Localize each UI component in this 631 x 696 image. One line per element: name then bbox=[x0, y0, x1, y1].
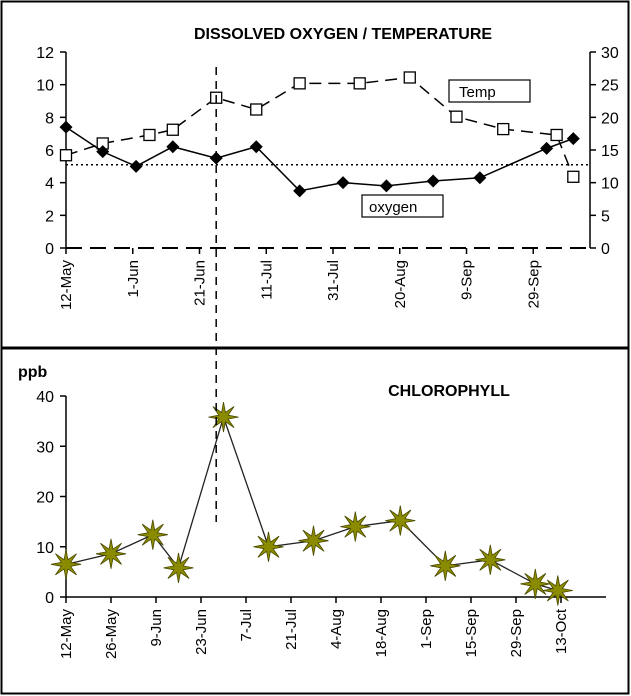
legend-oxygen-label: oxygen bbox=[369, 199, 417, 216]
oxygen-point bbox=[59, 120, 73, 134]
bottom-x-tick-label: 7-Jul bbox=[238, 609, 255, 642]
top-x-tick-label: 9-Sep bbox=[459, 260, 476, 300]
bottom-y-tick-label: 30 bbox=[36, 439, 54, 456]
temp-point bbox=[450, 110, 463, 123]
bottom-y-unit-label: ppb bbox=[18, 364, 48, 381]
oxygen-point bbox=[249, 140, 263, 154]
temp-point bbox=[293, 77, 306, 90]
top-right-tick-label: 10 bbox=[601, 176, 619, 193]
top-x-tick-label: 11-Jul bbox=[258, 260, 275, 300]
top-right-tick-label: 30 bbox=[601, 45, 619, 62]
top-chart-title: DISSOLVED OXYGEN / TEMPERATURE bbox=[194, 26, 492, 43]
oxygen-point bbox=[129, 159, 143, 173]
temp-point bbox=[403, 71, 416, 84]
oxygen-point bbox=[379, 179, 393, 193]
top-right-tick-label: 0 bbox=[601, 241, 610, 258]
chlorophyll-point bbox=[163, 552, 194, 583]
bottom-y-tick-label: 10 bbox=[36, 540, 54, 557]
bottom-x-tick-label: 29-Sep bbox=[508, 609, 525, 657]
bottom-y-tick-label: 20 bbox=[36, 490, 54, 507]
bottom-x-tick-label: 21-Jul bbox=[283, 609, 300, 650]
oxygen-point bbox=[473, 171, 487, 185]
temp-point bbox=[567, 170, 580, 183]
top-x-tick-label: 1-Jun bbox=[125, 260, 142, 298]
legend-oxygen-box bbox=[361, 194, 444, 218]
temp-point bbox=[550, 128, 563, 142]
chlorophyll-point bbox=[385, 505, 416, 536]
top-x-tick-label: 21-Jun bbox=[192, 260, 209, 306]
top-right-tick-label: 20 bbox=[601, 110, 619, 127]
chlorophyll-point bbox=[208, 402, 239, 433]
oxygen-point bbox=[96, 145, 110, 159]
top-left-tick-label: 12 bbox=[36, 45, 54, 62]
chlorophyll-point bbox=[475, 544, 506, 575]
top-left-tick-label: 10 bbox=[36, 78, 54, 95]
bottom-x-tick-label: 26-May bbox=[103, 609, 120, 660]
bottom-x-tick-label: 15-Sep bbox=[463, 609, 480, 657]
top-right-tick-label: 5 bbox=[601, 208, 610, 225]
top-x-tick-label: 29-Sep bbox=[525, 260, 542, 308]
bottom-x-tick-label: 13-Oct bbox=[553, 608, 570, 654]
chlorophyll-point bbox=[50, 549, 82, 580]
top-left-tick-label: 2 bbox=[45, 208, 54, 225]
bottom-x-tick-label: 4-Aug bbox=[328, 609, 345, 649]
top-x-tick-label: 31-Jul bbox=[325, 260, 342, 301]
legend-temp-label: Temp bbox=[459, 84, 496, 101]
temp-point bbox=[166, 123, 179, 136]
bottom-chart-title: CHLOROPHYLL bbox=[388, 383, 510, 400]
bottom-panel-frame bbox=[0, 347, 630, 695]
temp-point bbox=[143, 128, 156, 142]
top-left-tick-label: 6 bbox=[45, 143, 54, 160]
oxygen-point bbox=[426, 174, 440, 188]
temp-point bbox=[59, 149, 73, 162]
top-x-tick-label: 12-May bbox=[58, 260, 75, 311]
top-chart: 0 2 4 6 8 10 12 0 5 10 15 20 25 30 12-May 1-Jun 21-Jun 11… bbox=[36, 45, 619, 310]
bottom-x-tick-label: 18-Aug bbox=[373, 609, 390, 657]
oxygen-point bbox=[336, 176, 350, 190]
bottom-x-tick-label: 1-Sep bbox=[418, 609, 435, 649]
oxygen-point bbox=[166, 140, 180, 154]
top-left-tick-label: 8 bbox=[45, 110, 54, 127]
chlorophyll-point bbox=[95, 538, 127, 569]
bottom-x-tick-label: 12-May bbox=[58, 609, 75, 660]
chlorophyll-point bbox=[298, 525, 329, 556]
bottom-y-tick-label: 40 bbox=[36, 389, 54, 406]
bottom-x-tick-label: 9-Jun bbox=[148, 609, 165, 647]
chlorophyll-point bbox=[137, 519, 168, 550]
bottom-x-tick-label: 23-Jun bbox=[193, 609, 210, 655]
chlorophyll-point bbox=[430, 550, 461, 581]
temp-point bbox=[353, 77, 366, 90]
legend-temp-box bbox=[448, 79, 531, 103]
top-left-tick-label: 4 bbox=[45, 176, 54, 193]
oxygen-point bbox=[293, 184, 307, 198]
temp-point bbox=[250, 103, 263, 116]
oxygen-point bbox=[566, 132, 580, 146]
top-left-tick-label: 0 bbox=[45, 241, 54, 258]
top-right-tick-label: 25 bbox=[601, 78, 619, 95]
chlorophyll-point bbox=[340, 511, 371, 542]
bottom-y-tick-label: 0 bbox=[45, 590, 54, 607]
chlorophyll-point bbox=[253, 531, 284, 562]
top-x-tick-label: 20-Aug bbox=[392, 260, 409, 308]
oxygen-point bbox=[540, 141, 554, 155]
chlorophyll-point bbox=[542, 575, 573, 606]
top-right-tick-label: 15 bbox=[601, 143, 619, 160]
chlorophyll-point bbox=[520, 568, 551, 599]
temp-point bbox=[497, 122, 510, 136]
